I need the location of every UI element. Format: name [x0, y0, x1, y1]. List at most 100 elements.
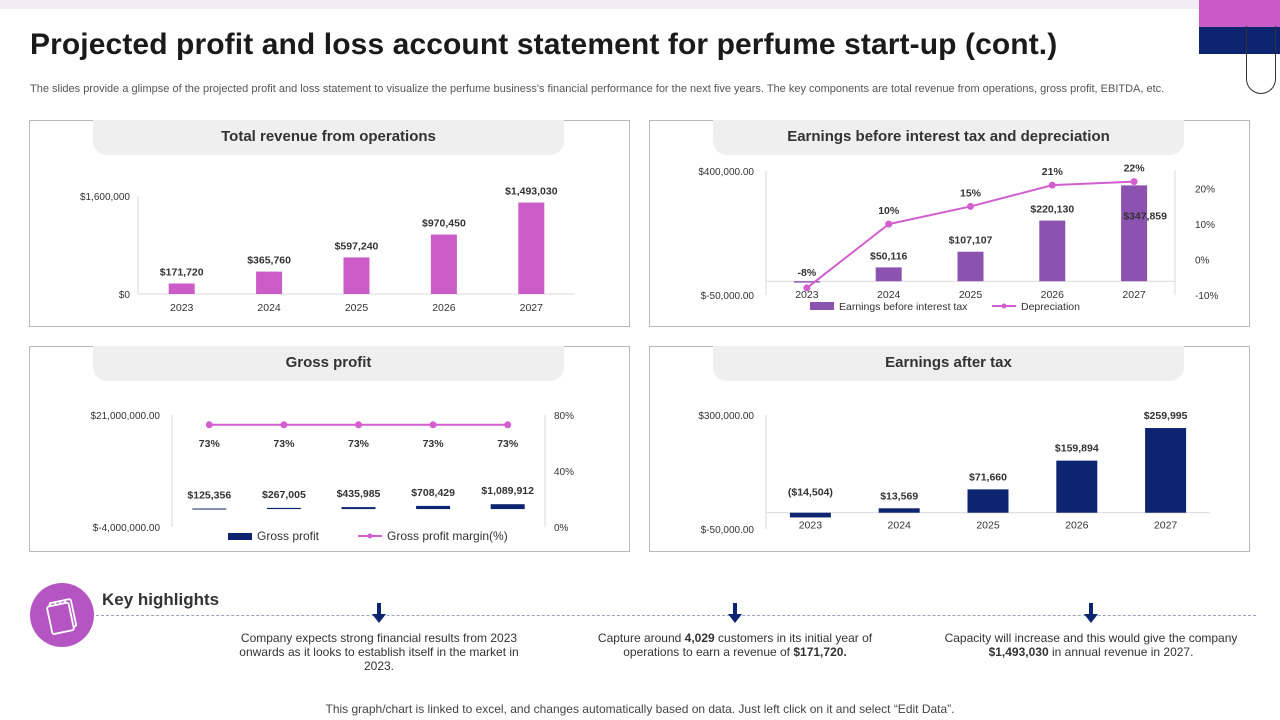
revenue-bar	[430, 234, 457, 294]
highlights-divider	[96, 615, 1256, 616]
ebit-bar	[1039, 220, 1066, 282]
gross-profit-chart: $21,000,000.00 $-4,000,000.00 0% 40% 80% $125…	[90, 411, 574, 543]
y2-tick-label: -10%	[1195, 291, 1218, 302]
highlight-3-text-a: Capacity will increase and this would gi…	[944, 631, 1238, 645]
y-tick-label: $1,600,000	[80, 192, 130, 203]
eat-chart-title: Earnings after tax	[713, 346, 1184, 381]
line-data-label: 73%	[273, 438, 295, 450]
highlights-title: Key highlights	[102, 590, 220, 609]
bar-data-label: $159,894	[1055, 443, 1099, 455]
gross-profit-bar	[192, 508, 227, 510]
eat-chart-panel[interactable]: Earnings after tax $300,000.00 $-50,000.0…	[649, 346, 1250, 552]
bar-data-label: $435,985	[337, 488, 381, 500]
x-tick-label: 2027	[520, 302, 544, 314]
bar-data-label: $13,569	[880, 490, 918, 502]
highlight-2-customers: 4,029	[684, 631, 715, 645]
eat-bar	[878, 508, 920, 513]
line-data-label: 10%	[878, 205, 900, 217]
arrow-down-icon	[1084, 603, 1098, 623]
bar-data-label: $107,107	[949, 235, 993, 247]
bar-data-label: $1,089,912	[481, 485, 534, 497]
bar-data-label: $171,720	[160, 266, 204, 278]
gross-profit-bar	[416, 505, 451, 510]
top-band	[0, 0, 1199, 9]
y-tick-label: $300,000.00	[698, 411, 754, 422]
ebit-bar	[875, 267, 902, 282]
bar-data-label: $220,130	[1030, 204, 1074, 216]
bar-data-label: ($14,504)	[788, 487, 833, 499]
line-data-label: -8%	[798, 267, 817, 279]
bar-data-label: $259,995	[1144, 410, 1188, 422]
x-tick-label: 2027	[1154, 520, 1178, 532]
footer-note: This graph/chart is linked to excel, and…	[325, 702, 955, 716]
y2-tick-label: 10%	[1195, 220, 1215, 231]
x-tick-label: 2026	[1065, 520, 1089, 532]
gross-profit-chart-title: Gross profit	[93, 346, 564, 381]
x-tick-label: 2027	[1122, 289, 1146, 301]
depreciation-point	[803, 284, 811, 292]
highlight-3-text-b: in annual revenue in 2027.	[1048, 645, 1194, 659]
x-tick-label: 2025	[345, 302, 369, 314]
eat-bar	[967, 489, 1009, 513]
margin-point	[280, 421, 288, 429]
revenue-bar	[168, 283, 195, 294]
bar-data-label: $708,429	[411, 487, 455, 499]
margin-point	[205, 421, 213, 429]
y2-tick-label: 40%	[554, 467, 574, 478]
revenue-chart: $0 $1,600,000 $171,720 2023 $365,760 2024 $597…	[80, 186, 575, 314]
revenue-bar	[518, 202, 545, 294]
highlight-3-revenue: $1,493,030	[988, 645, 1049, 659]
x-tick-label: 2025	[976, 520, 1000, 532]
corner-accent-pink	[1199, 0, 1280, 27]
revenue-bar	[343, 257, 370, 294]
y2-tick-label: 0%	[554, 523, 569, 534]
ebit-bar	[957, 251, 984, 282]
legend-swatch-ebit	[810, 302, 834, 310]
legend-label: Depreciation	[1021, 301, 1080, 313]
gross-profit-bar	[490, 504, 525, 510]
eat-chart: $300,000.00 $-50,000.00 ($14,504) 2023 $13,5…	[698, 410, 1210, 536]
notepad-icon	[46, 598, 77, 635]
ebitda-chart-panel[interactable]: Earnings before interest tax and depreci…	[649, 120, 1250, 327]
y-tick-label: $21,000,000.00	[90, 411, 160, 422]
legend-label: Earnings before interest tax	[839, 301, 968, 313]
eat-bar	[1145, 428, 1187, 513]
bar-data-label: $50,116	[870, 250, 908, 262]
highlight-1-text: Company expects strong financial results…	[239, 631, 519, 673]
y-tick-label: $-50,000.00	[701, 525, 755, 536]
highlight-item-3: Capacity will increase and this would gi…	[941, 631, 1241, 659]
bar-data-label: $1,493,030	[505, 186, 558, 198]
bar-data-label: $970,450	[422, 218, 466, 230]
y-tick-label: $400,000.00	[698, 167, 754, 178]
line-data-label: 73%	[348, 438, 370, 450]
bar-data-label: $267,005	[262, 489, 306, 501]
y2-tick-label: 80%	[554, 411, 574, 422]
highlight-2-text-a: Capture around	[597, 631, 685, 645]
revenue-chart-panel[interactable]: Total revenue from operations $0 $1,600,0…	[29, 120, 630, 327]
line-data-label: 73%	[497, 438, 519, 450]
line-data-label: 73%	[199, 438, 221, 450]
bar-data-label: $125,356	[187, 490, 231, 502]
eat-bar	[1056, 460, 1098, 513]
y2-tick-label: 0%	[1195, 256, 1210, 267]
highlights-icon-circle	[30, 583, 94, 647]
page-subtitle: The slides provide a glimpse of the proj…	[30, 83, 1165, 95]
corner-decoration	[1246, 26, 1276, 94]
x-tick-label: 2023	[170, 302, 194, 314]
arrow-down-icon	[728, 603, 742, 623]
bar-data-label: $365,760	[247, 255, 291, 267]
x-tick-label: 2024	[888, 520, 912, 532]
ebitda-chart-title: Earnings before interest tax and depreci…	[713, 120, 1184, 155]
line-data-label: 22%	[1124, 163, 1146, 175]
ebitda-chart: $400,000.00 $-50,000.00 -10% 0% 10% 20% 2023 $5…	[698, 163, 1218, 313]
depreciation-point	[1130, 178, 1138, 186]
y-tick-label: $-4,000,000.00	[93, 523, 161, 534]
page-title: Projected profit and loss account statem…	[30, 28, 1058, 61]
line-data-label: 15%	[960, 187, 982, 199]
bar-data-label: $71,660	[969, 471, 1007, 483]
ebit-bar	[1121, 185, 1148, 282]
x-tick-label: 2026	[432, 302, 456, 314]
legend-marker-depreciation	[1001, 303, 1007, 309]
gross-profit-chart-panel[interactable]: Gross profit $21,000,000.00 $-4,000,000.0…	[29, 346, 630, 552]
arrow-down-icon	[372, 603, 386, 623]
